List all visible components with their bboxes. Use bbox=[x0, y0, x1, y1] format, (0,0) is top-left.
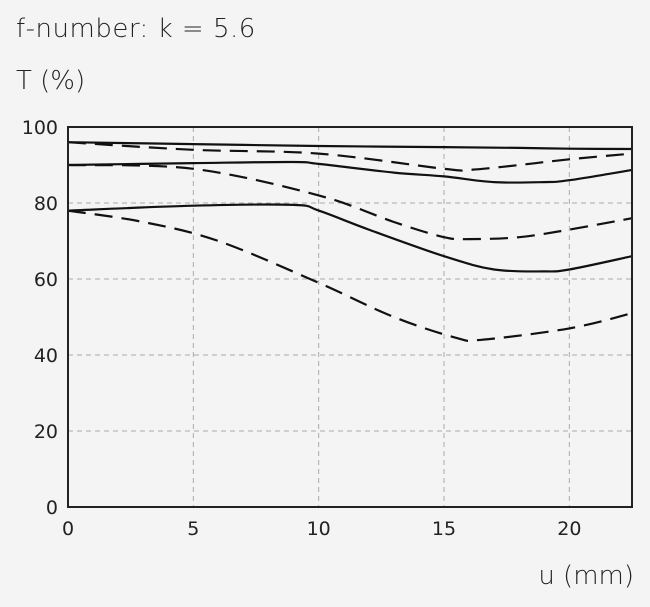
x-tick-label: 20 bbox=[557, 518, 581, 540]
y-tick-label: 60 bbox=[34, 269, 58, 291]
plot-frame bbox=[67, 126, 633, 508]
chart-title: f-number: k = 5.6 bbox=[16, 14, 256, 44]
grid-lines bbox=[68, 127, 632, 507]
series-line-6-dashed bbox=[67, 209, 633, 343]
series-line-2-dashed bbox=[67, 141, 633, 172]
x-tick-label: 10 bbox=[307, 518, 331, 540]
x-tick-label: 15 bbox=[432, 518, 456, 540]
series-lines bbox=[67, 141, 633, 343]
y-tick-label: 80 bbox=[34, 193, 58, 215]
series-line-5-solid bbox=[67, 203, 633, 273]
x-tick-label: 5 bbox=[187, 518, 199, 540]
y-tick-label: 0 bbox=[46, 497, 58, 519]
y-tick-label: 100 bbox=[22, 117, 58, 139]
series-line-4-dashed bbox=[67, 163, 633, 241]
tick-labels: 0 5 10 15 20 0 20 40 60 80 100 bbox=[22, 117, 582, 540]
x-axis-label: u (mm) bbox=[538, 561, 634, 591]
y-tick-label: 40 bbox=[34, 345, 58, 367]
series-line-3-solid bbox=[67, 160, 633, 184]
y-axis-label: T (%) bbox=[16, 66, 86, 96]
series-line-1-solid bbox=[67, 141, 633, 151]
y-tick-label: 20 bbox=[34, 421, 58, 443]
x-tick-label: 0 bbox=[62, 518, 74, 540]
